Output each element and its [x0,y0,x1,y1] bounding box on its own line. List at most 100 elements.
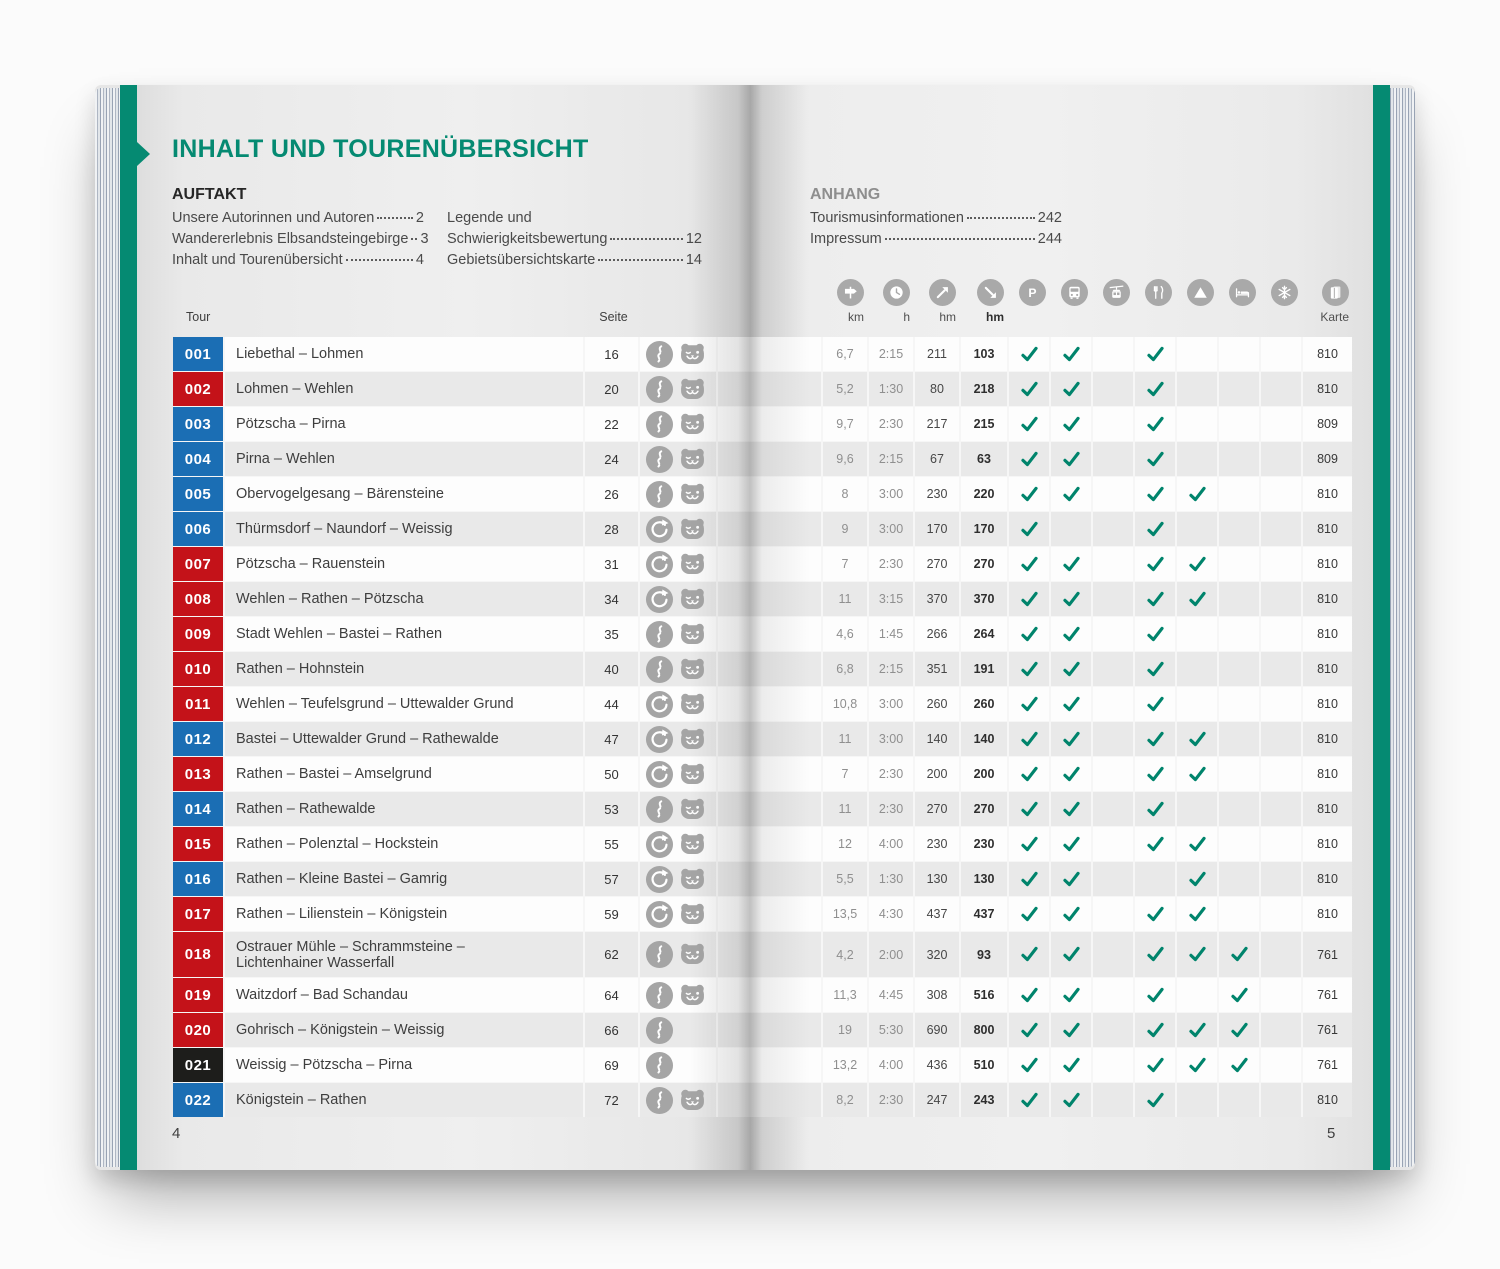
book-spread: INHALT UND TOURENÜBERSICHT AUFTAKT Unser… [95,85,1415,1170]
bus-column-header [1048,271,1088,327]
amenity-bed-empty [1219,862,1259,896]
map-icon [1322,279,1349,306]
map-number: 810 [1303,512,1352,546]
linear-trail-icon [645,375,674,404]
amenity-cable-car-empty [1093,932,1133,977]
tour-type-icons [640,1083,716,1117]
km-column-header: km [820,271,864,327]
page-title: INHALT UND TOURENÜBERSICHT [172,135,589,163]
distance-km: 5,2 [823,372,867,406]
bear-icon [678,981,707,1010]
linear-trail-icon [645,480,674,509]
bear-icon [678,830,707,859]
loop-trail-icon [645,830,674,859]
bear-icon [678,585,707,614]
mountain-peak-icon [1187,279,1214,306]
amenity-bed-empty [1219,722,1259,756]
bear-icon [678,900,707,929]
tour-name: Liebethal – Lohmen [225,337,583,371]
amenity-cable-car-empty [1093,687,1133,721]
map-number: 810 [1303,372,1352,406]
svg-text:P: P [1028,286,1036,300]
loop-trail-icon [645,900,674,929]
amenity-restaurant-check [1135,897,1175,931]
tour-type-icons [640,652,716,686]
amenity-bed-empty [1219,687,1259,721]
amenity-parking-check [1009,372,1049,406]
linear-trail-icon [645,410,674,439]
toc-entry: Schwierigkeitsbewertung 12 [447,231,702,247]
map-number: 810 [1303,617,1352,651]
duration-h: 2:15 [869,337,913,371]
ascent-hm: 217 [915,407,959,441]
duration-h: 3:00 [869,512,913,546]
descent-arrow-icon [977,279,1004,306]
page-edge-accent-right [1373,85,1390,1170]
amenity-restaurant-check [1135,1013,1175,1047]
page-stack-left [95,88,120,1167]
amenity-restaurant-check [1135,978,1175,1012]
duration-h: 3:00 [869,722,913,756]
amenity-bed-check [1219,978,1259,1012]
amenity-cable-car-empty [1093,792,1133,826]
descent-hm: 218 [961,372,1007,406]
toc-entry: Wandererlebnis Elbsandsteingebirge 3 [172,231,429,247]
parking-icon: P [1019,279,1046,306]
tour-name: Ostrauer Mühle – Schrammsteine – Lichtenh… [225,932,583,977]
ascent-hm: 80 [915,372,959,406]
amenity-mountain-peak-empty [1177,792,1217,826]
restaurant-icon [1145,279,1172,306]
map-number: 810 [1303,687,1352,721]
amenity-snowflake-empty [1261,442,1301,476]
tour-page-number: 35 [585,617,638,651]
amenity-parking-check [1009,617,1049,651]
amenity-mountain-peak-empty [1177,442,1217,476]
amenity-mountain-peak-empty [1177,978,1217,1012]
tour-row: 002 Lohmen – Wehlen 20 5,2 1:30 80 218 810 [173,372,1352,406]
tour-table-rows: 001 Liebethal – Lohmen 16 6,7 2:15 211 103 810 0… [173,337,1352,1117]
amenity-snowflake-empty [1261,547,1301,581]
descent-hm: 130 [961,862,1007,896]
amenity-restaurant-check [1135,687,1175,721]
amenity-snowflake-empty [1261,827,1301,861]
descent-hm: 200 [961,757,1007,791]
ascent-hm: 170 [915,512,959,546]
linear-trail-icon [645,655,674,684]
tour-name: Pirna – Wehlen [225,442,583,476]
tour-row: 010 Rathen – Hohnstein 40 6,8 2:15 351 191 810 [173,652,1352,686]
tour-page-number: 26 [585,477,638,511]
amenity-cable-car-empty [1093,442,1133,476]
bear-icon [678,760,707,789]
row-spacer [718,897,821,931]
descent-hm: 220 [961,477,1007,511]
tour-row: 021 Weissig – Pötzscha – Pirna 69 13,2 4:00 4… [173,1048,1352,1082]
tour-type-icons [640,978,716,1012]
ascent-hm: 230 [915,827,959,861]
clock-icon [883,279,910,306]
distance-km: 11 [823,582,867,616]
tour-number-badge: 020 [173,1013,223,1047]
row-spacer [718,617,821,651]
tour-page-number: 57 [585,862,638,896]
amenity-parking-check [1009,337,1049,371]
linear-trail-icon [645,795,674,824]
amenity-bed-empty [1219,442,1259,476]
amenity-restaurant-check [1135,372,1175,406]
amenity-restaurant-check [1135,582,1175,616]
distance-km: 4,6 [823,617,867,651]
amenity-bus-empty [1051,512,1091,546]
amenity-restaurant-check [1135,337,1175,371]
footer-page-number-left: 4 [172,1125,181,1142]
row-spacer [718,687,821,721]
amenity-mountain-peak-check [1177,932,1217,977]
map-number: 761 [1303,1048,1352,1082]
amenity-parking-check [1009,407,1049,441]
row-spacer [718,512,821,546]
duration-h: 2:15 [869,442,913,476]
tour-number-badge: 007 [173,547,223,581]
amenity-snowflake-empty [1261,978,1301,1012]
tour-type-icons [640,477,716,511]
amenity-restaurant-check [1135,512,1175,546]
amenity-restaurant-check [1135,792,1175,826]
amenity-bed-empty [1219,757,1259,791]
